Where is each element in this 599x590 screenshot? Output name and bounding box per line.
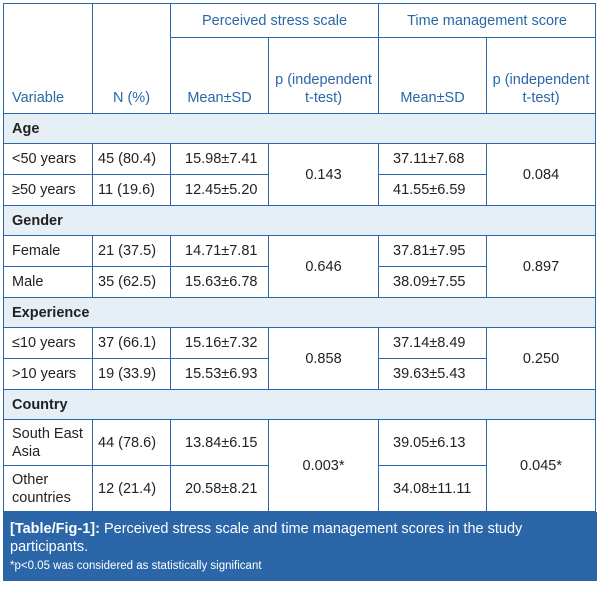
n-cell: 37 (66.1) [92, 327, 171, 359]
tms-cell: 38.09±7.55 [378, 266, 487, 298]
group-heading: Country [3, 389, 596, 420]
pss-cell: 15.98±7.41 [170, 143, 269, 175]
tms-cell: 34.08±11.11 [378, 465, 487, 512]
row-label: ≥50 years [3, 174, 93, 206]
variable-header: Variable [3, 3, 93, 114]
pss-p-cell: 0.003* [268, 419, 379, 512]
n-header: N (%) [92, 3, 171, 114]
tms-p-cell: 0.084 [486, 143, 596, 206]
pss-cell: 15.63±6.78 [170, 266, 269, 298]
tms-p-header: p (independent t-test) [486, 37, 596, 114]
row-label: ≤10 years [3, 327, 93, 359]
row-label: Other countries [3, 465, 93, 512]
table-caption: [Table/Fig-1]: Perceived stress scale an… [3, 512, 597, 581]
tms-cell: 39.05±6.13 [378, 419, 487, 466]
pss-cell: 12.45±5.20 [170, 174, 269, 206]
tms-cell: 37.81±7.95 [378, 235, 487, 267]
pss-p-cell: 0.143 [268, 143, 379, 206]
n-cell: 12 (21.4) [92, 465, 171, 512]
n-cell: 44 (78.6) [92, 419, 171, 466]
row-label: Female [3, 235, 93, 267]
pss-cell: 15.53±6.93 [170, 358, 269, 390]
pss-cell: 13.84±6.15 [170, 419, 269, 466]
group-heading: Experience [3, 297, 596, 328]
row-label: <50 years [3, 143, 93, 175]
tms-p-cell: 0.045* [486, 419, 596, 512]
pss-p-cell: 0.646 [268, 235, 379, 298]
tms-p-cell: 0.250 [486, 327, 596, 390]
n-cell: 45 (80.4) [92, 143, 171, 175]
tms-mean-header: Mean±SD [378, 37, 487, 114]
n-cell: 21 (37.5) [92, 235, 171, 267]
tms-cell: 39.63±5.43 [378, 358, 487, 390]
tms-cell: 37.14±8.49 [378, 327, 487, 359]
tms-group-header: Time management score [378, 3, 596, 38]
tms-p-cell: 0.897 [486, 235, 596, 298]
row-label: >10 years [3, 358, 93, 390]
row-label: South East Asia [3, 419, 93, 466]
n-cell: 35 (62.5) [92, 266, 171, 298]
caption-tag: [Table/Fig-1]: [10, 521, 100, 537]
table-figure: Variable N (%) Perceived stress scale Ti… [3, 3, 597, 581]
n-cell: 19 (33.9) [92, 358, 171, 390]
pss-p-header: p (independent t-test) [268, 37, 379, 114]
results-table: Variable N (%) Perceived stress scale Ti… [3, 3, 596, 512]
pss-mean-header: Mean±SD [170, 37, 269, 114]
caption-text: Perceived stress scale and time manageme… [10, 521, 523, 555]
row-label: Male [3, 266, 93, 298]
pss-cell: 14.71±7.81 [170, 235, 269, 267]
group-heading: Age [3, 113, 596, 144]
tms-cell: 37.11±7.68 [378, 143, 487, 175]
tms-cell: 41.55±6.59 [378, 174, 487, 206]
pss-p-cell: 0.858 [268, 327, 379, 390]
pss-cell: 15.16±7.32 [170, 327, 269, 359]
n-cell: 11 (19.6) [92, 174, 171, 206]
pss-group-header: Perceived stress scale [170, 3, 379, 38]
group-heading: Gender [3, 205, 596, 236]
pss-cell: 20.58±8.21 [170, 465, 269, 512]
caption-note: *p<0.05 was considered as statistically … [10, 560, 262, 572]
